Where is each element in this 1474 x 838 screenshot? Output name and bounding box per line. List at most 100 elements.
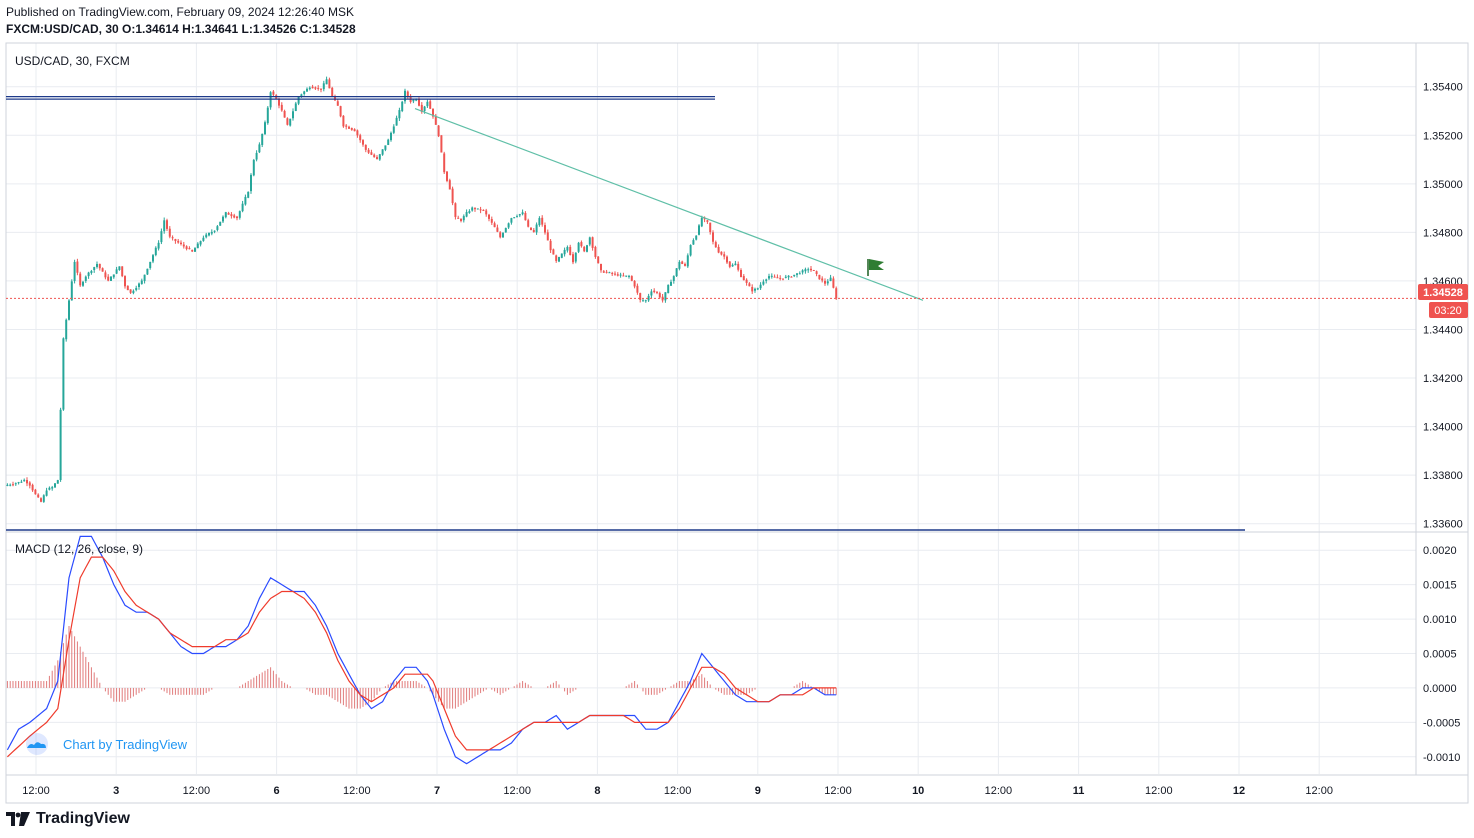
- candle: [479, 206, 482, 214]
- candle: [171, 235, 174, 241]
- candle-body: [625, 275, 628, 277]
- candle: [163, 217, 166, 234]
- candle: [779, 275, 782, 281]
- candle-body: [546, 232, 549, 241]
- candle: [597, 256, 600, 264]
- candle: [689, 244, 692, 257]
- candle: [348, 125, 350, 130]
- ohlc-header: FXCM:USD/CAD, 30 O:1.34614 H:1.34641 L:1…: [6, 22, 356, 36]
- time-tick-label: 12:00: [22, 785, 50, 797]
- candle: [507, 222, 510, 229]
- candle: [378, 153, 381, 161]
- candle-body: [426, 101, 429, 107]
- macd-tick-label: -0.0010: [1423, 752, 1460, 764]
- candle-body: [504, 228, 507, 233]
- footer-brand[interactable]: TradingView: [6, 810, 130, 828]
- candle-body: [619, 274, 622, 276]
- candle-body: [328, 79, 331, 89]
- candle-body: [9, 484, 12, 486]
- candle: [518, 213, 521, 218]
- candle-body: [678, 261, 681, 269]
- candle: [373, 153, 376, 158]
- price-tick-label: 1.34200: [1423, 373, 1463, 385]
- candle: [605, 269, 608, 274]
- candle-body: [387, 139, 390, 145]
- candle-body: [376, 157, 378, 159]
- price-tick-label: 1.35400: [1423, 82, 1463, 94]
- candle: [723, 251, 726, 260]
- candle: [101, 267, 104, 272]
- candle-body: [824, 280, 826, 284]
- candle: [706, 219, 709, 224]
- candle-body: [238, 211, 241, 218]
- candle-body: [513, 217, 516, 219]
- candle: [258, 142, 261, 154]
- candle: [776, 274, 779, 279]
- watermark-text[interactable]: Chart by TradingView: [63, 737, 188, 752]
- candle-body: [759, 284, 762, 289]
- candle: [476, 208, 479, 210]
- candle-body: [569, 246, 572, 256]
- candle-body: [622, 275, 625, 277]
- candle-body: [353, 129, 356, 132]
- candle: [62, 337, 65, 411]
- candle-body: [247, 191, 250, 198]
- candle: [255, 150, 258, 162]
- watermark[interactable]: Chart by TradingView: [26, 733, 188, 755]
- candle: [714, 240, 717, 248]
- candle-body: [524, 212, 527, 221]
- candle: [611, 271, 614, 276]
- candle-body: [373, 154, 376, 158]
- candle-body: [303, 91, 306, 94]
- candle-body: [168, 228, 171, 237]
- candle: [23, 478, 26, 482]
- candle: [432, 108, 434, 119]
- candle-body: [258, 144, 261, 153]
- candle: [566, 245, 569, 253]
- candle: [695, 235, 698, 241]
- candle-body: [423, 106, 426, 111]
- candle: [185, 245, 188, 251]
- candle: [317, 85, 320, 91]
- candle-body: [471, 207, 474, 211]
- candle-body: [689, 245, 692, 256]
- candle-body: [20, 481, 23, 483]
- candle-body: [482, 209, 485, 211]
- candle: [485, 208, 488, 217]
- time-tick-label: 12:00: [985, 785, 1013, 797]
- candle-body: [171, 237, 174, 239]
- candle-body: [549, 240, 552, 251]
- candle-body: [76, 261, 79, 273]
- candle: [126, 285, 129, 291]
- candle-body: [642, 300, 644, 302]
- candle-body: [507, 223, 510, 228]
- candle-body: [804, 269, 807, 272]
- candle: [230, 212, 233, 219]
- candle-body: [219, 221, 222, 226]
- candle-body: [488, 214, 490, 219]
- candle: [594, 245, 597, 259]
- candle: [812, 269, 815, 272]
- candle: [362, 139, 364, 147]
- candle-body: [79, 273, 82, 286]
- candle-body: [437, 125, 440, 137]
- time-tick-label: 7: [434, 785, 440, 797]
- candle-body: [737, 263, 740, 270]
- candle: [804, 267, 807, 274]
- candle-body: [152, 255, 154, 262]
- price-tick-label: 1.34400: [1423, 324, 1463, 336]
- candle: [76, 258, 79, 276]
- candle: [152, 254, 154, 264]
- candle: [488, 213, 490, 222]
- candle: [535, 222, 538, 235]
- candle-body: [278, 98, 280, 106]
- candle: [712, 230, 714, 245]
- candle: [135, 285, 138, 292]
- candle: [34, 488, 37, 495]
- candle-body: [331, 87, 334, 97]
- candle: [42, 494, 45, 503]
- candle-body: [723, 254, 726, 257]
- candle-body: [457, 217, 460, 219]
- candle: [770, 273, 773, 279]
